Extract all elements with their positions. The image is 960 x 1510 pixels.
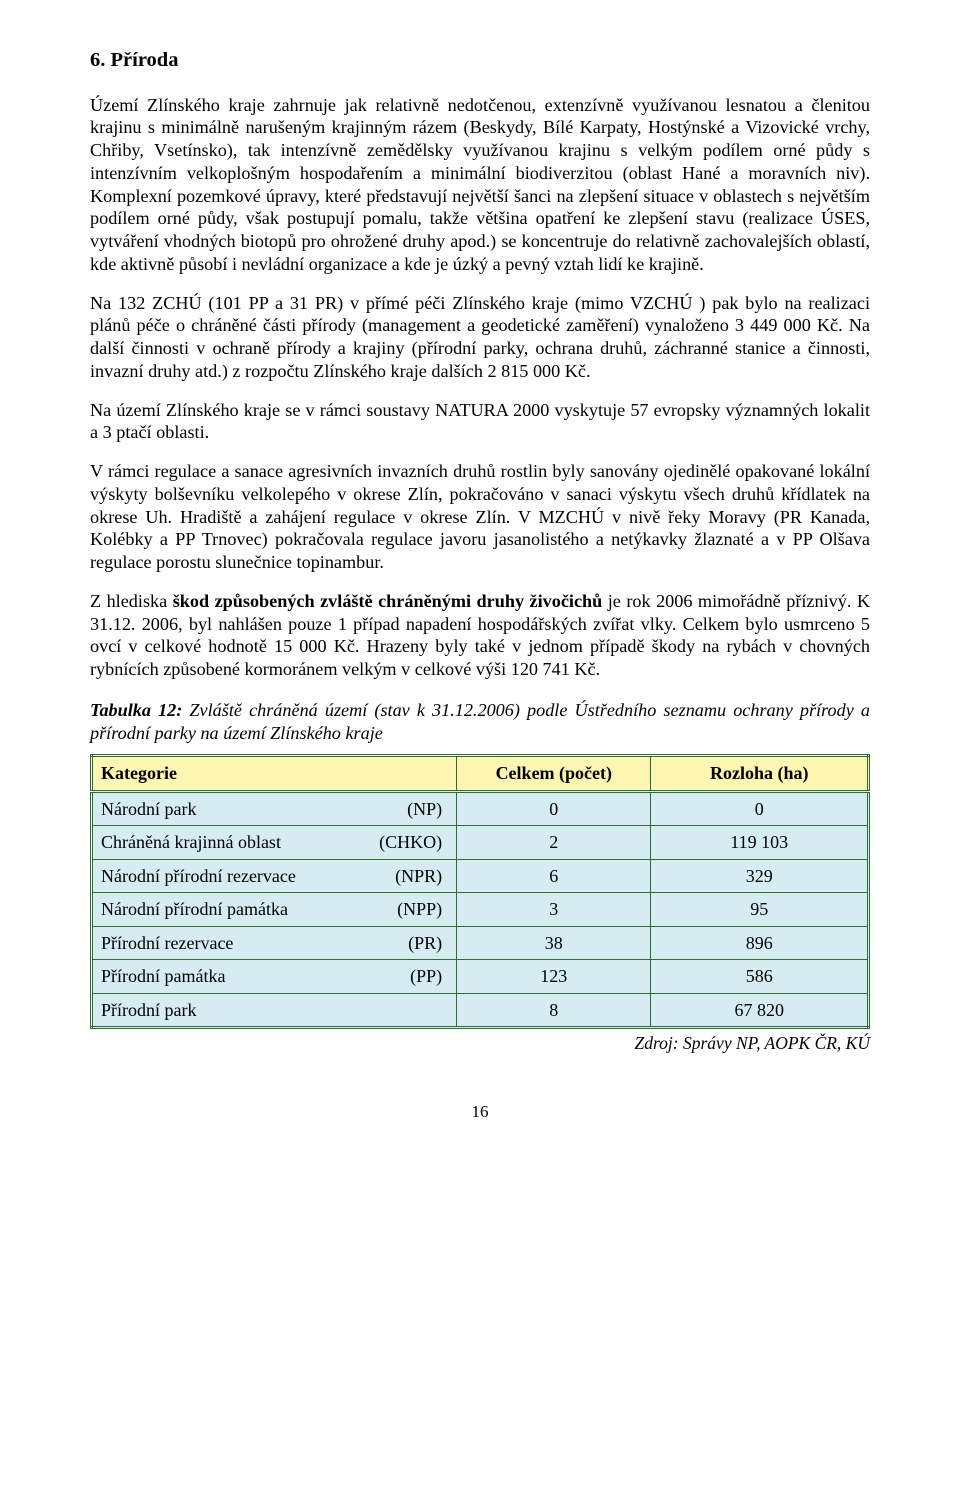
page-number: 16 (90, 1101, 870, 1122)
table-row: Přírodní park 8 67 820 (92, 993, 869, 1028)
table-row: Národní park (NP) 0 0 (92, 791, 869, 826)
cell-abbr (356, 993, 457, 1028)
table-caption-prefix: Tabulka 12: (90, 700, 182, 720)
table-row: Chráněná krajinná oblast (CHKO) 2 119 10… (92, 826, 869, 860)
cell-count: 123 (457, 960, 651, 994)
protected-areas-table: Kategorie Celkem (počet) Rozloha (ha) Ná… (90, 754, 870, 1029)
cell-abbr: (NPR) (356, 859, 457, 893)
cell-area: 586 (651, 960, 869, 994)
cell-area: 119 103 (651, 826, 869, 860)
cell-area: 329 (651, 859, 869, 893)
paragraph-5: Z hlediska škod způsobených zvláště chrá… (90, 590, 870, 681)
table-row: Přírodní rezervace (PR) 38 896 (92, 926, 869, 960)
p5-bold: škod způsobených zvláště chráněnými druh… (173, 591, 603, 611)
paragraph-1: Území Zlínského kraje zahrnuje jak relat… (90, 94, 870, 276)
cell-name: Národní přírodní památka (92, 893, 356, 927)
th-area: Rozloha (ha) (651, 756, 869, 792)
cell-name: Chráněná krajinná oblast (92, 826, 356, 860)
th-category: Kategorie (92, 756, 457, 792)
table-caption-rest: Zvláště chráněná území (stav k 31.12.200… (90, 700, 870, 743)
cell-count: 3 (457, 893, 651, 927)
table-source: Zdroj: Správy NP, AOPK ČR, KÚ (90, 1033, 870, 1055)
table-row: Národní přírodní památka (NPP) 3 95 (92, 893, 869, 927)
cell-name: Přírodní rezervace (92, 926, 356, 960)
cell-count: 38 (457, 926, 651, 960)
cell-name: Přírodní památka (92, 960, 356, 994)
p5-prefix: Z hlediska (90, 591, 173, 611)
document-page: 6. Příroda Území Zlínského kraje zahrnuj… (0, 0, 960, 1163)
cell-name: Přírodní park (92, 993, 356, 1028)
cell-area: 0 (651, 791, 869, 826)
cell-abbr: (CHKO) (356, 826, 457, 860)
cell-area: 67 820 (651, 993, 869, 1028)
cell-area: 896 (651, 926, 869, 960)
table-row: Národní přírodní rezervace (NPR) 6 329 (92, 859, 869, 893)
cell-count: 0 (457, 791, 651, 826)
cell-abbr: (NPP) (356, 893, 457, 927)
cell-count: 8 (457, 993, 651, 1028)
cell-abbr: (PP) (356, 960, 457, 994)
cell-abbr: (PR) (356, 926, 457, 960)
cell-count: 2 (457, 826, 651, 860)
th-count: Celkem (počet) (457, 756, 651, 792)
cell-area: 95 (651, 893, 869, 927)
table-caption: Tabulka 12: Zvláště chráněná území (stav… (90, 699, 870, 745)
table-row: Přírodní památka (PP) 123 586 (92, 960, 869, 994)
paragraph-3: Na území Zlínského kraje se v rámci sous… (90, 399, 870, 445)
paragraph-4: V rámci regulace a sanace agresivních in… (90, 460, 870, 574)
cell-name: Národní přírodní rezervace (92, 859, 356, 893)
table-header-row: Kategorie Celkem (počet) Rozloha (ha) (92, 756, 869, 792)
section-heading: 6. Příroda (90, 48, 870, 74)
cell-count: 6 (457, 859, 651, 893)
cell-name: Národní park (92, 791, 356, 826)
cell-abbr: (NP) (356, 791, 457, 826)
paragraph-2: Na 132 ZCHÚ (101 PP a 31 PR) v přímé péč… (90, 292, 870, 383)
